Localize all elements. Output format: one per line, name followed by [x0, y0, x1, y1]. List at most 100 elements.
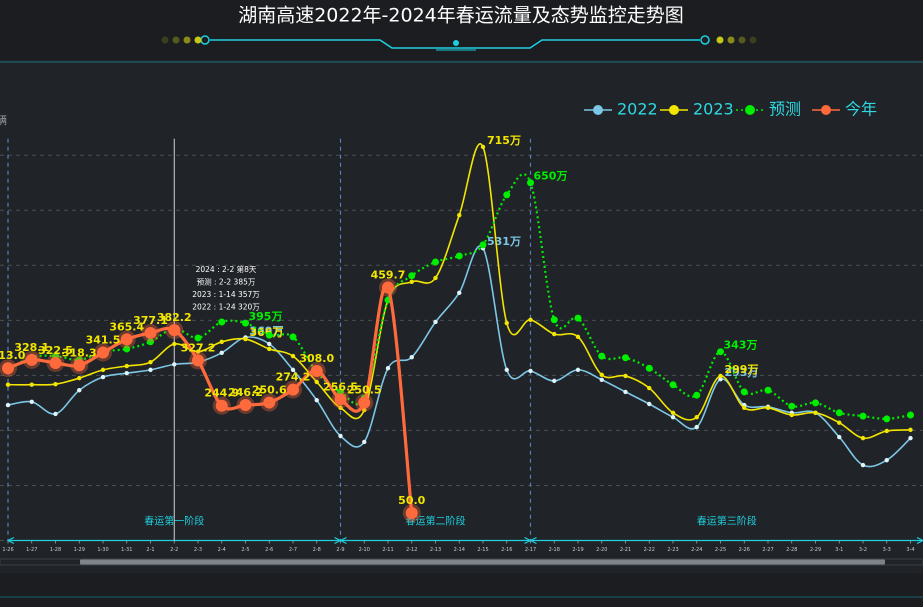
point — [479, 241, 487, 249]
point — [599, 377, 604, 382]
data-label: 244.9 — [204, 387, 239, 400]
series-line — [7, 143, 911, 440]
point — [242, 319, 249, 327]
point — [362, 439, 367, 445]
point — [432, 258, 439, 266]
phase-label: 春运第二阶段 — [406, 515, 466, 528]
tooltip-line: 2024 : 2-2 第8天 — [196, 264, 257, 274]
point — [574, 314, 582, 322]
x-tick-label: 2-8 — [313, 547, 321, 553]
x-tick-label: 2-17 — [525, 547, 536, 553]
point — [73, 359, 86, 372]
point — [528, 368, 533, 374]
deco-ring — [700, 35, 710, 45]
point — [5, 402, 11, 408]
point — [265, 331, 273, 339]
point — [362, 407, 367, 413]
point — [290, 367, 296, 373]
deco-dots — [161, 36, 757, 44]
point — [409, 279, 414, 285]
x-tick-label: 2-6 — [265, 547, 273, 553]
point — [287, 383, 299, 396]
x-tick-label: 2-20 — [596, 547, 607, 553]
data-label: 650万 — [534, 170, 568, 183]
point — [219, 350, 224, 356]
deco-dot — [172, 36, 180, 44]
data-label: 308.0 — [299, 352, 334, 365]
x-tick-label: 2-13 — [430, 547, 441, 553]
data-label: 382.2 — [157, 311, 192, 324]
x-tick-label: 2-27 — [762, 547, 773, 553]
point — [172, 362, 177, 367]
data-label: 246.2 — [228, 386, 263, 399]
legend-marker — [669, 105, 679, 115]
point — [25, 353, 38, 366]
point — [647, 385, 652, 391]
data-label: 715万 — [487, 134, 521, 147]
point — [835, 409, 843, 417]
point — [860, 462, 866, 468]
point — [908, 435, 913, 441]
data-label: 328.1 — [14, 341, 49, 354]
point — [168, 324, 181, 337]
x-tick-label: 2-21 — [620, 547, 631, 553]
deco-dot — [738, 36, 746, 44]
point — [907, 411, 914, 419]
point — [883, 415, 891, 423]
deco-dot — [716, 36, 724, 44]
point — [908, 427, 913, 433]
footer-band — [0, 573, 923, 607]
point — [314, 379, 319, 385]
point — [670, 410, 676, 416]
phase-arrow — [916, 536, 923, 545]
point — [550, 316, 558, 324]
point — [788, 402, 796, 410]
point — [147, 338, 154, 346]
data-label: 250.5 — [347, 384, 382, 397]
data-label: 343万 — [724, 339, 758, 352]
point — [433, 275, 438, 281]
x-tick-label: 1-29 — [74, 547, 85, 553]
point — [195, 349, 201, 354]
point — [837, 434, 842, 440]
x-tick-label: 3-3 — [883, 547, 891, 553]
point — [504, 367, 509, 373]
point — [504, 320, 509, 326]
point — [219, 339, 224, 345]
x-tick-label: 2-15 — [477, 547, 488, 553]
scrollbar[interactable] — [80, 559, 885, 565]
point — [144, 326, 157, 339]
legend-label: 2022 — [617, 100, 658, 119]
data-label: 366万 — [250, 326, 284, 339]
point — [647, 401, 652, 407]
x-tick-label: 2-16 — [501, 547, 512, 553]
deco-dot — [194, 36, 202, 44]
point — [742, 405, 747, 411]
point — [457, 290, 462, 296]
x-tick-label: 2-7 — [289, 547, 297, 553]
point — [53, 381, 58, 387]
point — [53, 411, 58, 417]
point — [813, 410, 818, 416]
point — [527, 179, 534, 187]
x-tick-label: 3-4 — [906, 547, 914, 553]
data-label: 322.5 — [38, 344, 73, 357]
legend-marker — [821, 105, 831, 115]
point — [884, 457, 889, 463]
point — [575, 367, 581, 373]
point — [859, 412, 867, 420]
x-tick-label: 1-27 — [26, 547, 37, 553]
point — [97, 346, 109, 359]
point — [598, 352, 606, 360]
point — [2, 362, 14, 375]
point — [239, 398, 252, 411]
point — [645, 364, 653, 372]
point — [385, 366, 391, 371]
data-label: 274.2 — [276, 371, 311, 384]
point — [100, 367, 106, 373]
point — [457, 213, 462, 218]
point — [358, 396, 371, 409]
deco-dot — [727, 36, 735, 44]
x-tick-label: 3-1 — [835, 547, 843, 553]
data-label: 459.7 — [371, 268, 406, 281]
